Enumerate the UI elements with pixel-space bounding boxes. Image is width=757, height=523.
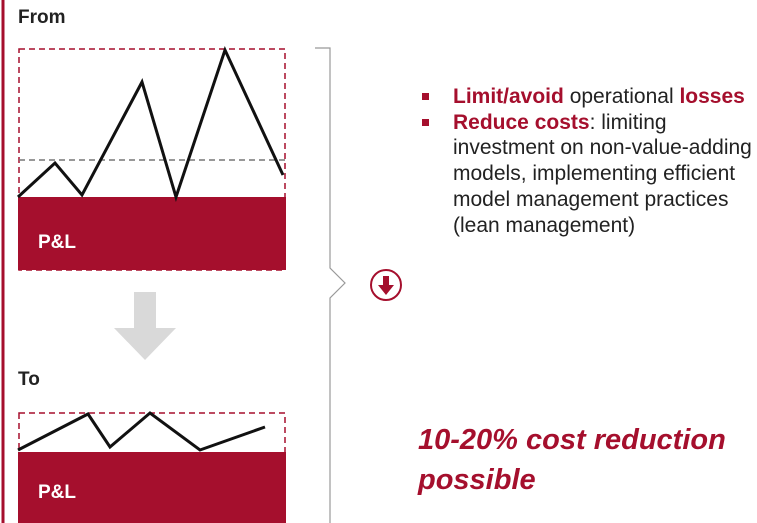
bullet: Reduce costs: limiting investment on non… [420, 110, 755, 239]
loss-line [17, 411, 266, 452]
bracket [315, 47, 346, 523]
down-icon-arrow [378, 276, 394, 295]
down-arrow [114, 292, 176, 360]
emphasis-text: Reduce costs [453, 110, 590, 134]
conclusion: 10-20% cost reduction possible [418, 424, 726, 496]
emphasis-text: losses [679, 85, 745, 108]
bullet-list: Limit/avoid operational losses Reduce cos… [420, 84, 755, 238]
pl-bar [18, 197, 286, 270]
bullet-text: operational [563, 85, 680, 108]
pl-label: P&L [38, 232, 76, 253]
emphasis-text: Limit/avoid [453, 85, 564, 108]
bullet-text: : limiting investment on non-value-addin… [453, 110, 752, 237]
pl-bar [18, 452, 286, 523]
loss-line [16, 45, 285, 203]
from-label: From [18, 7, 66, 28]
bullet: Limit/avoid operational losses [420, 84, 755, 110]
pl-label: P&L [38, 482, 76, 503]
to-label: To [18, 369, 40, 390]
